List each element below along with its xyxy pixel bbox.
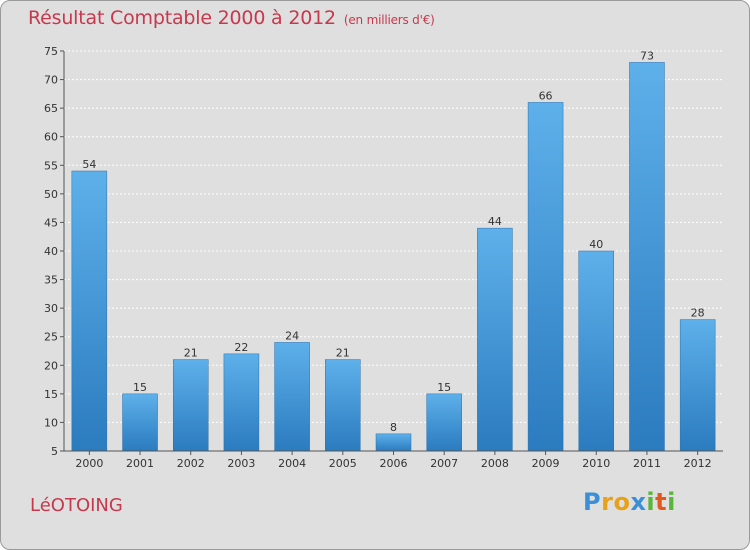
logo-letter: i bbox=[667, 488, 676, 516]
data-label-2011: 73 bbox=[640, 49, 654, 62]
bar-2001 bbox=[122, 393, 158, 452]
bar-2007 bbox=[426, 393, 462, 452]
logo-letter: i bbox=[646, 488, 656, 516]
bar-2000 bbox=[71, 170, 108, 452]
bar-2010 bbox=[578, 250, 615, 452]
grid-lines bbox=[64, 50, 723, 452]
bars bbox=[71, 62, 716, 452]
data-label-2003: 22 bbox=[234, 341, 248, 354]
data-label-2001: 15 bbox=[133, 381, 147, 394]
y-tick-label: 65 bbox=[44, 102, 58, 115]
data-label-2007: 15 bbox=[437, 381, 451, 394]
y-tick-label: 70 bbox=[44, 74, 58, 87]
y-tick-label: 15 bbox=[44, 388, 58, 401]
y-tick-label: 60 bbox=[44, 131, 58, 144]
x-tick-label: 2011 bbox=[633, 457, 661, 470]
y-tick-label: 75 bbox=[44, 45, 58, 58]
bar-2003 bbox=[223, 353, 260, 452]
y-tick-label: 5 bbox=[51, 445, 58, 458]
x-tick-label: 2002 bbox=[177, 457, 205, 470]
data-label-2005: 21 bbox=[336, 347, 350, 360]
y-tick-label: 50 bbox=[44, 188, 58, 201]
y-tick-label: 45 bbox=[44, 216, 58, 229]
bar-2012 bbox=[679, 319, 716, 452]
commune-name: LéOTOING bbox=[30, 495, 123, 516]
data-label-2012: 28 bbox=[691, 307, 705, 320]
data-label-2000: 54 bbox=[82, 158, 96, 171]
data-labels: 54 15 21 22 24 21 8 15 44 66 40 73 28 bbox=[82, 49, 704, 433]
bar-2005 bbox=[325, 359, 361, 452]
proxiti-logo: Proxiti bbox=[583, 488, 676, 516]
logo-letter: P bbox=[583, 488, 602, 516]
x-tick-label: 2001 bbox=[126, 457, 154, 470]
y-tick-label: 25 bbox=[44, 331, 58, 344]
y-tick-label: 10 bbox=[44, 416, 58, 429]
bar-2008 bbox=[477, 227, 513, 452]
chart-title-unit: (en milliers d'€) bbox=[343, 13, 435, 27]
x-tick-label: 2000 bbox=[75, 457, 103, 470]
x-tick-label: 2008 bbox=[481, 457, 509, 470]
logo-letter: t bbox=[655, 488, 668, 516]
logo-letter: o bbox=[613, 488, 631, 516]
bar-2011 bbox=[629, 62, 665, 452]
x-tick-label: 2004 bbox=[278, 457, 306, 470]
data-label-2009: 66 bbox=[539, 89, 553, 102]
bar-2009 bbox=[527, 102, 564, 452]
x-tick-label: 2006 bbox=[380, 457, 408, 470]
data-label-2002: 21 bbox=[184, 347, 198, 360]
chart-title: Résultat Comptable 2000 à 2012 (en millie… bbox=[28, 7, 435, 29]
x-tick-label: 2009 bbox=[532, 457, 560, 470]
x-tick-label: 2005 bbox=[329, 457, 357, 470]
bar-2006 bbox=[375, 433, 412, 452]
bar-2004 bbox=[274, 342, 310, 452]
x-tick-label: 2010 bbox=[582, 457, 610, 470]
y-tick-label: 35 bbox=[44, 274, 58, 287]
logo-letter: r bbox=[601, 488, 614, 516]
y-tick-label: 55 bbox=[44, 159, 58, 172]
data-label-2010: 40 bbox=[589, 238, 603, 251]
x-tick-label: 2012 bbox=[684, 457, 712, 470]
x-tick-label: 2003 bbox=[227, 457, 255, 470]
y-tick-label: 20 bbox=[44, 359, 58, 372]
data-label-2004: 24 bbox=[285, 329, 299, 342]
data-label-2006: 8 bbox=[390, 421, 397, 434]
y-tick-label: 40 bbox=[44, 245, 58, 258]
axes: 5 10 15 20 25 30 35 40 45 50 55 60 65 70 75 2000 2001 200… bbox=[44, 45, 723, 470]
x-tick-label: 2007 bbox=[430, 457, 458, 470]
chart-title-main: Résultat Comptable 2000 à 2012 bbox=[28, 7, 336, 29]
bar-2002 bbox=[172, 359, 209, 452]
y-tick-label: 30 bbox=[44, 302, 58, 315]
logo-letter: x bbox=[630, 488, 647, 516]
data-label-2008: 44 bbox=[488, 215, 502, 228]
